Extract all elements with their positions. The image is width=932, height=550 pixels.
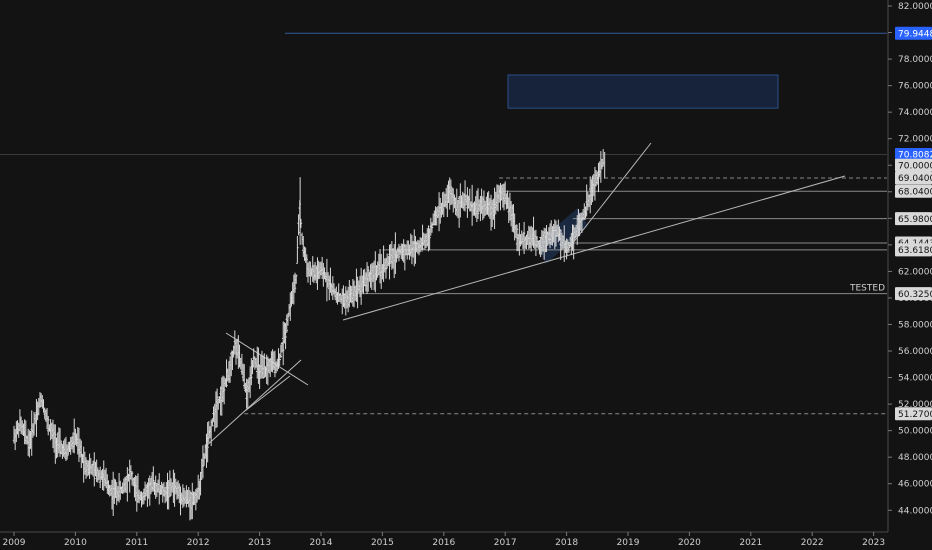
y-tick-label: 76.0000	[898, 82, 932, 92]
x-tick-label: 2012	[187, 538, 210, 548]
price-tag	[895, 243, 932, 257]
x-tick-label: 2023	[862, 538, 885, 548]
price-tag	[895, 171, 932, 185]
x-tick-label: 2018	[555, 538, 578, 548]
x-tick-label: 2021	[739, 538, 762, 548]
price-tag-label: 79.9448	[898, 29, 932, 39]
y-tick-label: 50.0000	[898, 427, 932, 437]
price-tag-label: 69.0400	[898, 174, 932, 184]
price-tag-label: 70.8082	[898, 151, 932, 161]
price-tag-label: 68.0400	[898, 187, 932, 197]
x-tick-label: 2017	[494, 538, 517, 548]
price-tag-label: 60.3250	[898, 290, 932, 300]
x-tick-label: 2022	[801, 538, 824, 548]
y-tick-label: 52.0000	[898, 400, 932, 410]
trend-line	[342, 175, 846, 321]
levels-layer	[0, 32, 887, 415]
target-zone-box	[507, 74, 779, 109]
x-tick-label: 2013	[248, 538, 271, 548]
price-tag	[895, 184, 932, 198]
y-tick-label: 82.0000	[898, 2, 932, 12]
price-tag	[895, 158, 932, 172]
x-tick-label: 2014	[310, 538, 333, 548]
y-tick-label: 56.0000	[898, 347, 932, 357]
y-tick-label: 78.0000	[898, 55, 932, 65]
x-tick-label: 2015	[371, 538, 394, 548]
x-tick-label: 2016	[432, 538, 455, 548]
x-tick-label: 2020	[678, 538, 701, 548]
x-tick-label: 2019	[617, 538, 640, 548]
trend-line	[204, 359, 302, 448]
price-tag	[895, 26, 932, 40]
price-tag-label: 65.9800	[898, 215, 932, 225]
price-bars-layer	[12, 149, 606, 521]
x-tick-label: 2011	[125, 538, 148, 548]
price-tag	[895, 212, 932, 226]
price-tag	[895, 407, 932, 421]
y-tick-label: 54.0000	[898, 374, 932, 384]
level-annotation: TESTED	[849, 284, 885, 294]
y-tick-label: 44.0000	[898, 506, 932, 516]
price-tag-label: 63.6180	[898, 246, 932, 256]
trend-line	[244, 375, 291, 412]
y-tick-label: 58.0000	[898, 320, 932, 330]
price-tag-label: 51.2700	[898, 410, 932, 420]
price-tag-label: 70.0000	[898, 161, 932, 171]
y-tick-label: 74.0000	[898, 108, 932, 118]
x-tick-label: 2009	[3, 538, 26, 548]
x-tick-label: 2010	[64, 538, 87, 548]
y-tick-label: 62.0000	[898, 267, 932, 277]
y-tick-label: 48.0000	[898, 453, 932, 463]
price-tag	[895, 287, 932, 301]
y-tick-label: 72.0000	[898, 135, 932, 145]
price-tag	[895, 148, 932, 162]
y-tick-label: 46.0000	[898, 480, 932, 490]
